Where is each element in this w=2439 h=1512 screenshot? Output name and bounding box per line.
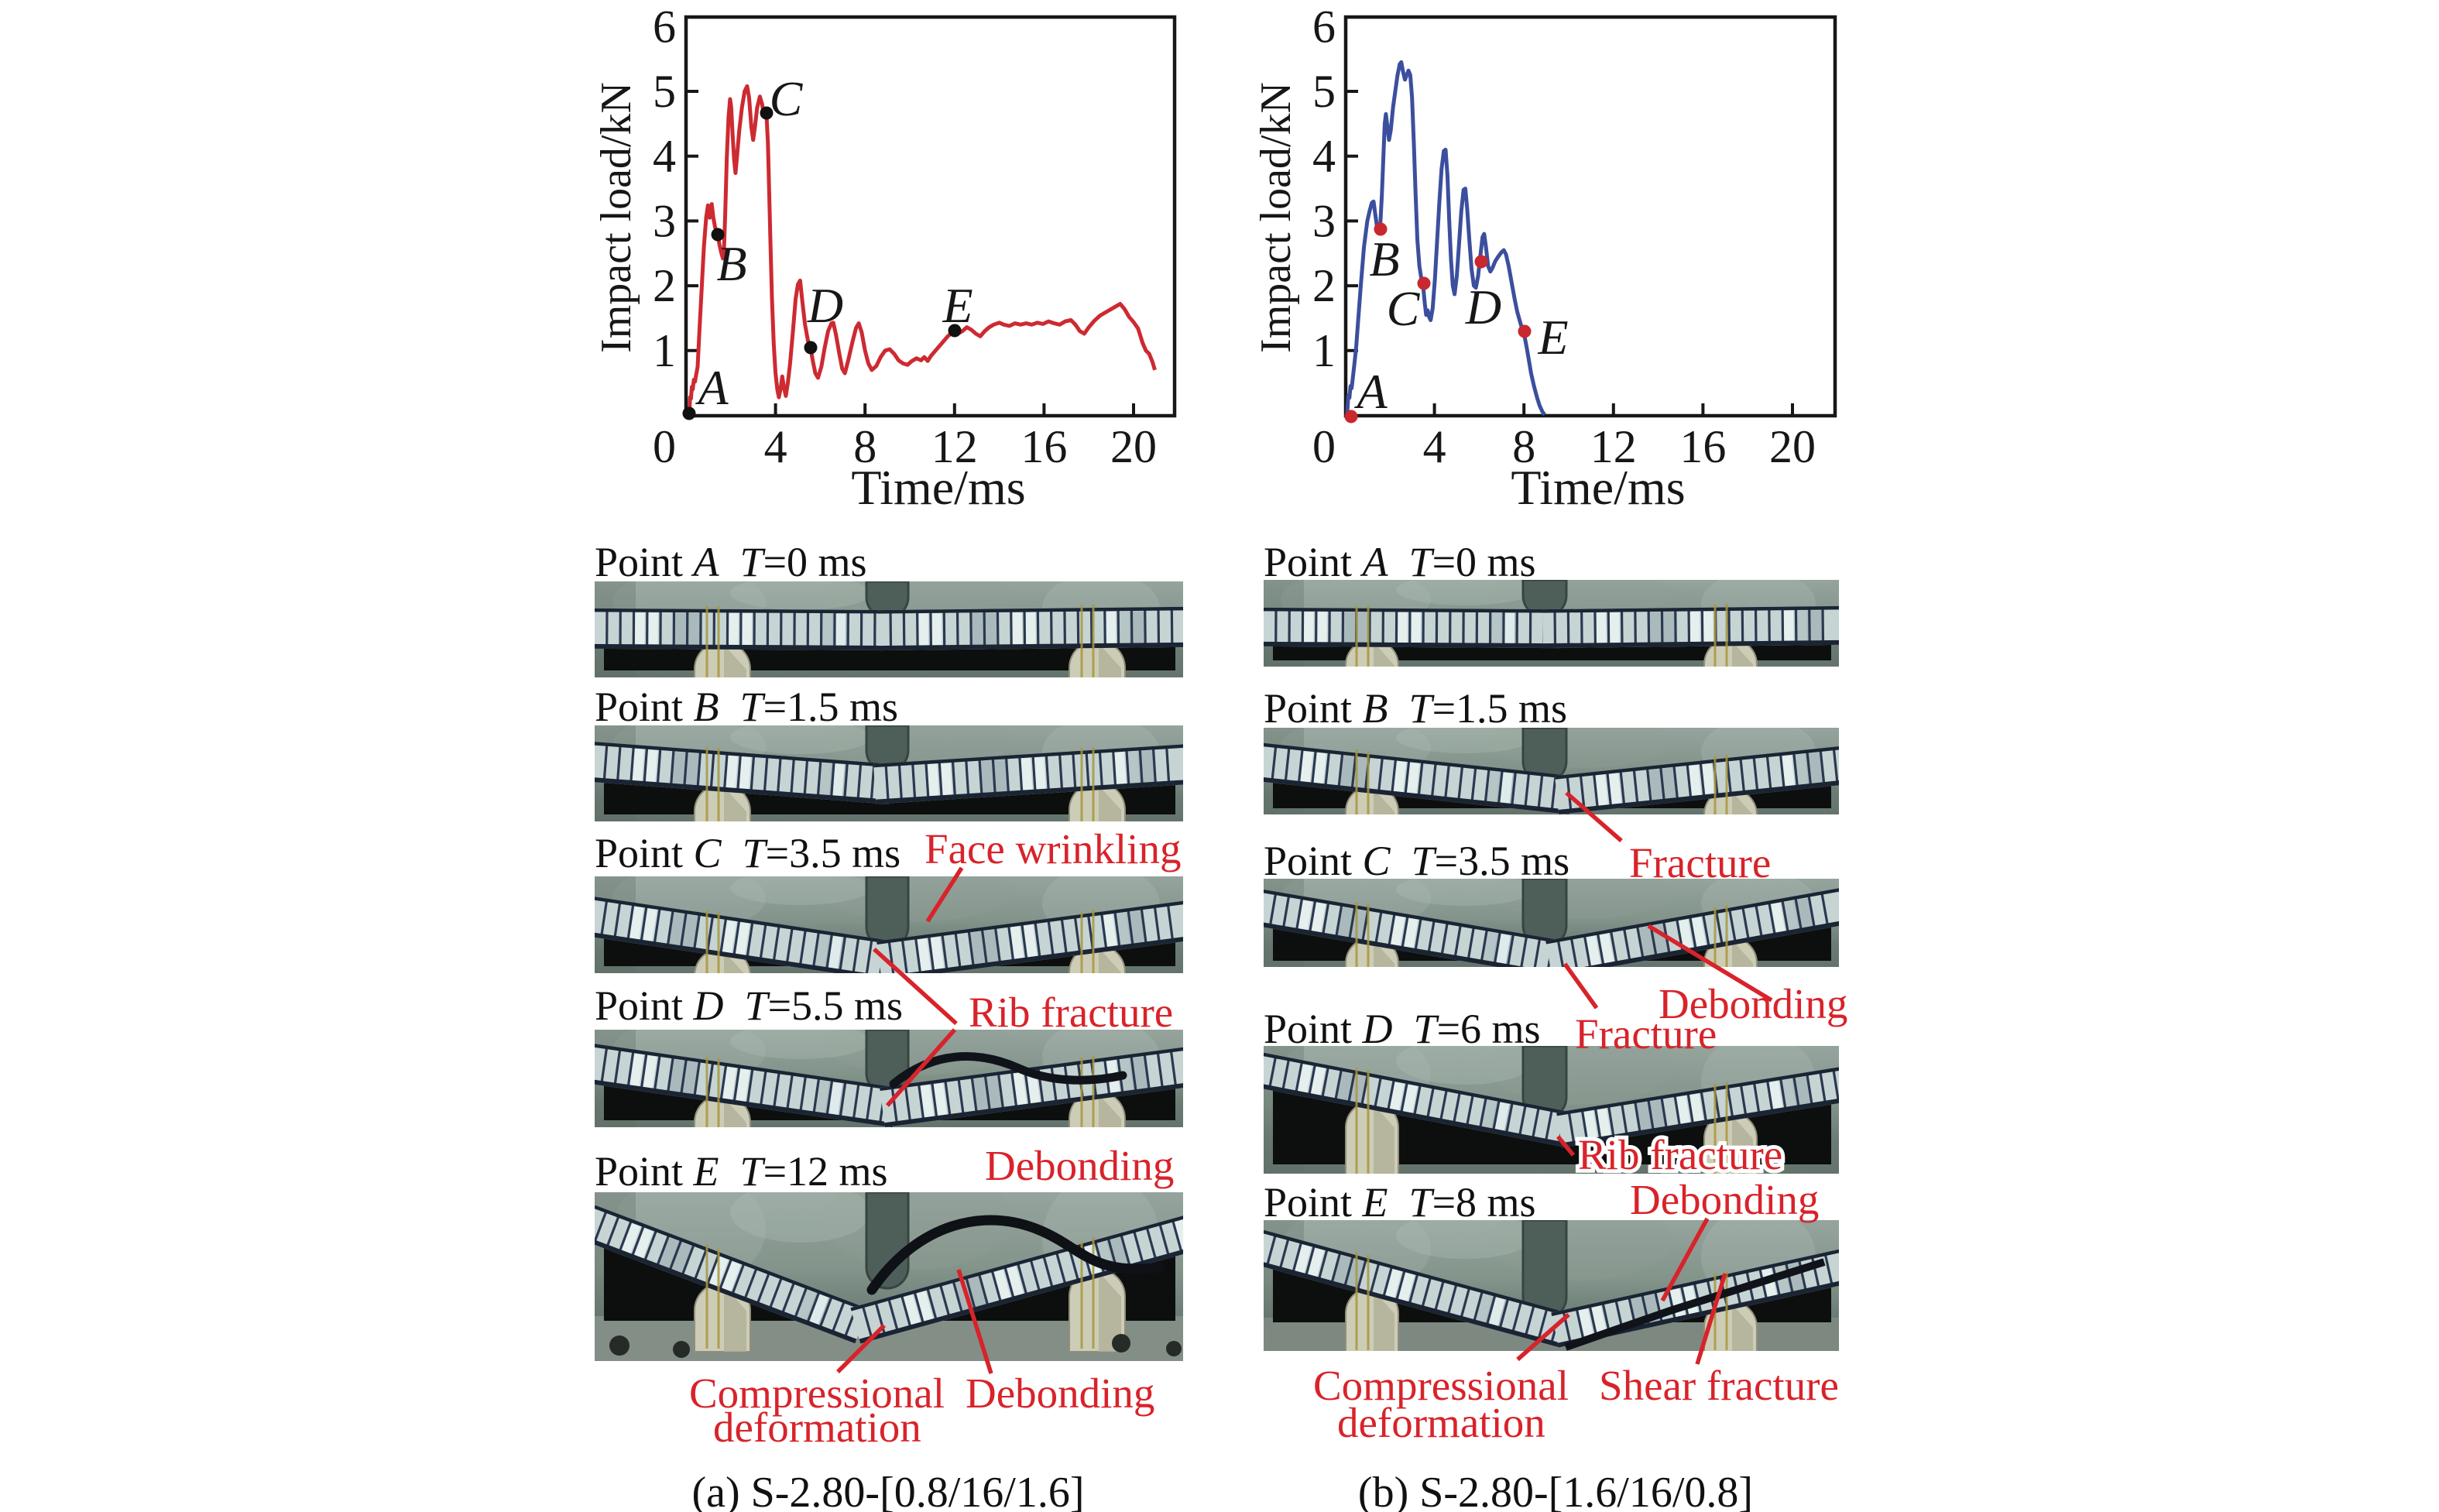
svg-text:Debonding: Debonding <box>966 1370 1154 1417</box>
svg-text:4: 4 <box>764 421 787 472</box>
svg-text:B: B <box>1369 231 1399 286</box>
svg-text:Rib fracture: Rib fracture <box>969 989 1173 1036</box>
svg-text:Point B T=1.5 ms: Point B T=1.5 ms <box>1264 685 1567 732</box>
svg-text:Rib fracture: Rib fracture <box>1578 1131 1782 1178</box>
svg-text:Point A T=0 ms: Point A T=0 ms <box>1264 539 1536 585</box>
svg-text:B: B <box>716 236 746 291</box>
svg-text:C: C <box>770 71 804 126</box>
svg-text:Point E T=8 ms: Point E T=8 ms <box>1264 1179 1536 1226</box>
svg-text:Point A T=0 ms: Point A T=0 ms <box>595 539 867 585</box>
svg-text:16: 16 <box>1021 421 1067 472</box>
svg-text:3: 3 <box>653 195 676 246</box>
svg-text:16: 16 <box>1679 421 1726 472</box>
svg-text:E: E <box>1537 310 1568 365</box>
svg-text:1: 1 <box>1312 325 1336 376</box>
svg-text:6: 6 <box>1312 1 1336 52</box>
svg-text:20: 20 <box>1110 421 1157 472</box>
svg-text:4: 4 <box>1423 421 1446 472</box>
svg-text:12: 12 <box>1590 421 1637 472</box>
svg-text:Compressional: Compressional <box>689 1370 945 1417</box>
svg-text:2: 2 <box>1312 260 1336 311</box>
svg-text:8: 8 <box>1512 421 1535 472</box>
svg-text:Impact load/kN: Impact load/kN <box>1252 82 1300 353</box>
svg-text:Time/ms: Time/ms <box>1511 460 1685 515</box>
svg-text:4: 4 <box>1312 131 1336 182</box>
svg-text:Point C T=3.5 ms: Point C T=3.5 ms <box>595 830 900 876</box>
svg-text:Time/ms: Time/ms <box>851 460 1025 515</box>
svg-text:Shear fracture: Shear fracture <box>1599 1362 1839 1409</box>
svg-text:5: 5 <box>653 66 676 117</box>
svg-text:Impact load/kN: Impact load/kN <box>592 82 640 353</box>
svg-text:C: C <box>1387 281 1421 336</box>
svg-text:A: A <box>695 360 729 415</box>
svg-text:4: 4 <box>653 131 676 182</box>
svg-text:deformation: deformation <box>713 1404 921 1451</box>
svg-text:E: E <box>942 278 973 333</box>
svg-text:Point C T=3.5 ms: Point C T=3.5 ms <box>1264 838 1569 884</box>
svg-text:0: 0 <box>653 421 676 472</box>
svg-text:Fracture: Fracture <box>1575 1010 1717 1058</box>
svg-text:0: 0 <box>1312 421 1336 472</box>
svg-text:Compressional: Compressional <box>1313 1362 1569 1409</box>
svg-text:5: 5 <box>1312 66 1336 117</box>
svg-text:Point B T=1.5 ms: Point B T=1.5 ms <box>595 684 898 730</box>
svg-text:Fracture: Fracture <box>1629 839 1771 886</box>
svg-text:Debonding: Debonding <box>1630 1176 1819 1223</box>
svg-text:A: A <box>1353 364 1388 419</box>
svg-text:(b) S-2.80-[1.6/16/0.8]: (b) S-2.80-[1.6/16/0.8] <box>1358 1469 1753 1512</box>
svg-text:deformation: deformation <box>1337 1399 1545 1446</box>
svg-text:Point D T=6 ms: Point D T=6 ms <box>1264 1006 1541 1052</box>
svg-text:3: 3 <box>1312 195 1336 246</box>
svg-text:D: D <box>1465 279 1501 334</box>
svg-text:1: 1 <box>653 325 676 376</box>
svg-text:6: 6 <box>653 1 676 52</box>
svg-text:Face wrinkling: Face wrinkling <box>924 825 1181 873</box>
svg-text:(a) S-2.80-[0.8/16/1.6]: (a) S-2.80-[0.8/16/1.6] <box>691 1469 1084 1512</box>
svg-text:D: D <box>807 278 843 333</box>
svg-text:Point D T=5.5 ms: Point D T=5.5 ms <box>595 982 903 1029</box>
svg-text:2: 2 <box>653 260 676 311</box>
svg-text:Debonding: Debonding <box>985 1142 1174 1189</box>
svg-text:8: 8 <box>853 421 876 472</box>
svg-text:Point E T=12 ms: Point E T=12 ms <box>595 1148 888 1195</box>
svg-text:12: 12 <box>931 421 978 472</box>
svg-text:20: 20 <box>1769 421 1816 472</box>
